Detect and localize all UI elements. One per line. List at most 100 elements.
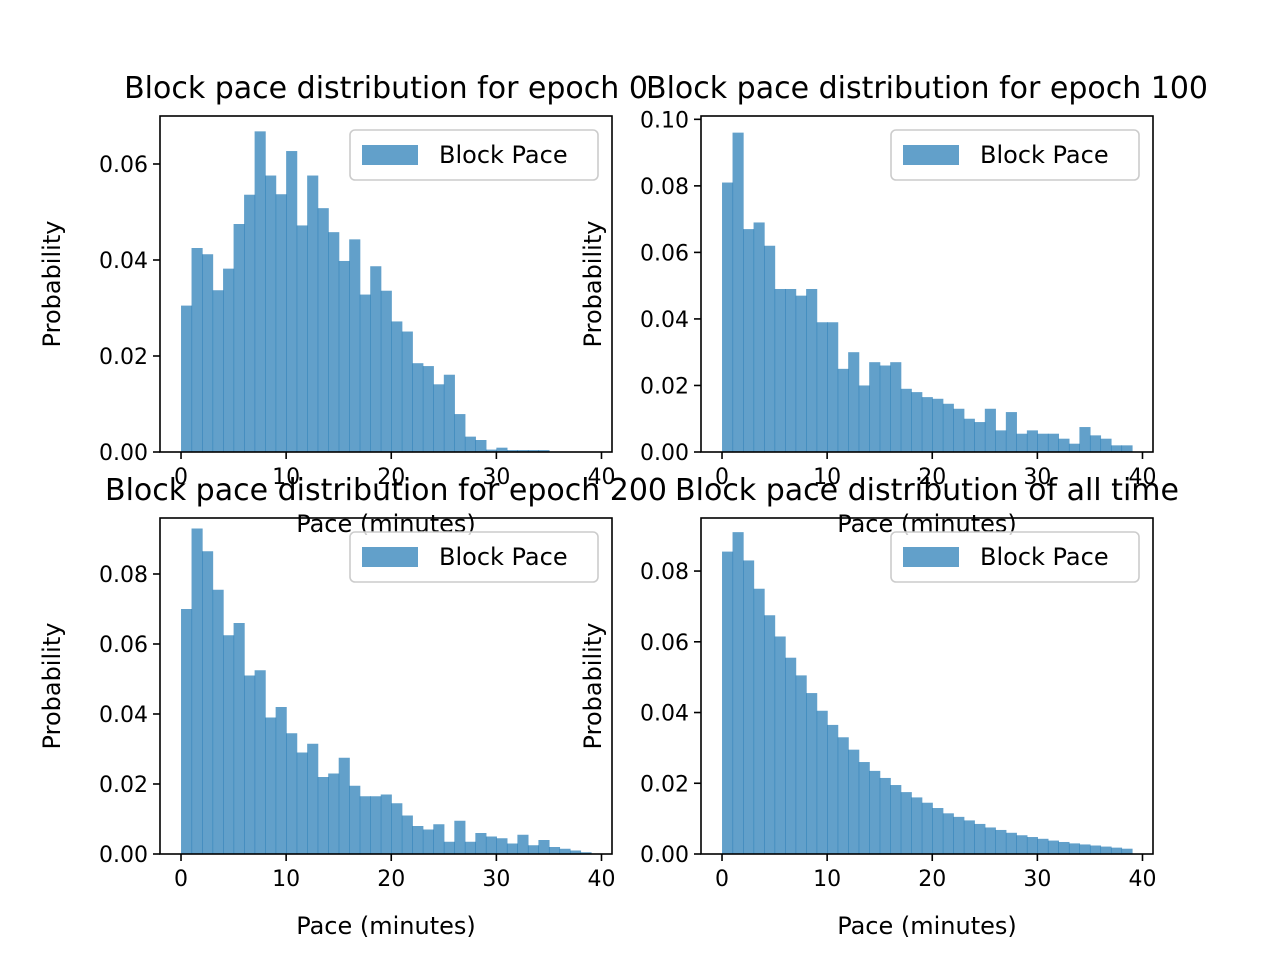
x-tick-label: 20 <box>377 867 405 892</box>
x-tick-label: 40 <box>587 867 615 892</box>
histogram-bar <box>1110 847 1123 854</box>
histogram-bar <box>1005 832 1017 854</box>
histogram-bar <box>869 770 881 854</box>
histogram-bar <box>485 836 497 854</box>
histogram-bar <box>827 724 839 854</box>
x-tick-label: 30 <box>1023 867 1051 892</box>
histogram-bar <box>722 182 734 452</box>
y-tick-label: 0.04 <box>99 249 148 274</box>
histogram-bar <box>580 852 592 854</box>
histogram-bar <box>475 833 487 854</box>
y-tick-label: 0.02 <box>640 772 689 797</box>
legend-label: Block Pace <box>980 141 1109 169</box>
histogram-bar <box>1100 846 1112 854</box>
legend: Block Pace <box>890 129 1140 181</box>
histogram-bar <box>858 385 870 452</box>
legend-label: Block Pace <box>439 543 568 571</box>
axes-frame <box>159 517 613 855</box>
histogram-bar <box>244 194 256 452</box>
histogram-bar <box>1121 445 1133 452</box>
y-tick-label: 0.10 <box>640 108 689 133</box>
histogram-bar <box>223 268 235 452</box>
histogram-bar <box>953 816 965 854</box>
x-tick-label: 0 <box>715 465 729 490</box>
histogram-bar <box>559 848 571 854</box>
histogram-bar <box>942 403 954 452</box>
y-axis-label: Probability <box>579 221 607 348</box>
legend-box <box>890 129 1140 181</box>
histogram-bar <box>328 773 340 854</box>
histogram-bar <box>1121 848 1133 854</box>
histogram-bar <box>517 834 529 854</box>
histogram-bar <box>963 418 975 452</box>
histogram-bar <box>890 785 902 854</box>
histogram-bar <box>848 749 860 854</box>
histogram-bar <box>233 224 245 452</box>
histogram-bar <box>527 450 540 452</box>
y-tick-label: 0.08 <box>640 175 689 200</box>
histogram-bar <box>911 392 923 452</box>
histogram-bar <box>181 305 193 452</box>
histogram-bar <box>254 131 266 453</box>
legend-swatch <box>362 145 418 165</box>
y-axis-label: Probability <box>579 623 607 750</box>
histogram-bar <box>1016 835 1028 854</box>
x-tick-label: 10 <box>272 867 300 892</box>
histogram-bar <box>1089 845 1102 854</box>
histogram-bar <box>921 802 933 854</box>
y-tick-label: 0.04 <box>640 702 689 727</box>
chart-title: Block pace distribution of all time <box>675 473 1179 508</box>
histogram-bar <box>995 829 1007 854</box>
histogram-bars <box>722 532 1133 854</box>
histogram-bar <box>1037 838 1049 854</box>
y-tick-label: 0.08 <box>640 560 689 585</box>
histogram-bar <box>743 560 755 854</box>
histogram-bar <box>816 710 828 854</box>
y-axis-label: Probability <box>38 221 66 348</box>
histogram-bar <box>401 815 413 854</box>
y-tick-label: 0.06 <box>99 633 148 658</box>
histogram-bar <box>879 365 891 452</box>
histogram-bar <box>496 447 508 452</box>
histogram-bar <box>816 322 828 452</box>
histogram-bar <box>753 222 765 452</box>
histogram-bar <box>412 826 424 854</box>
x-tick-label: 10 <box>813 867 841 892</box>
histogram-bar <box>995 430 1007 452</box>
x-tick-label: 0 <box>174 867 188 892</box>
subplot-4: 0 10 20 30 40 0.00 0.02 0.04 0.06 0.08 Pace (minut… <box>579 473 1179 940</box>
subplot-3: 0 10 20 30 40 0.00 0.02 0.04 0.06 0.08 Pace (minut… <box>38 473 667 940</box>
axes-frame <box>700 115 1154 453</box>
y-tick-label: 0.00 <box>640 843 689 868</box>
histogram-bar <box>286 151 298 453</box>
x-tick-label: 40 <box>1128 867 1156 892</box>
histogram-bar <box>911 797 923 854</box>
histogram-bar <box>433 824 445 854</box>
histogram-bar <box>774 636 786 854</box>
histogram-bar <box>191 248 203 452</box>
histogram-bar <box>1037 433 1049 452</box>
histogram-bar <box>244 675 256 854</box>
histogram-bar <box>412 363 424 452</box>
histogram-bar <box>202 551 214 854</box>
histogram-bar <box>338 260 350 452</box>
histogram-bar <box>191 528 203 854</box>
histogram-bar <box>900 792 912 854</box>
histogram-bar <box>506 843 518 854</box>
histogram-bar <box>1079 844 1091 854</box>
histogram-bar <box>296 752 308 854</box>
histogram-bar <box>732 132 744 452</box>
histogram-bar <box>743 229 755 452</box>
legend-label: Block Pace <box>980 543 1109 571</box>
legend-swatch <box>903 145 959 165</box>
axes-frame <box>159 115 613 453</box>
histogram-bar <box>517 450 529 452</box>
y-tick-label: 0.04 <box>99 703 148 728</box>
legend: Block Pace <box>349 129 599 181</box>
histogram-bar <box>181 609 193 854</box>
histogram-bar <box>359 294 371 452</box>
y-tick-label: 0.02 <box>99 345 148 370</box>
histogram-bars <box>181 131 550 453</box>
chart-title: Block pace distribution for epoch 0 <box>124 71 648 106</box>
legend-label: Block Pace <box>439 141 568 169</box>
